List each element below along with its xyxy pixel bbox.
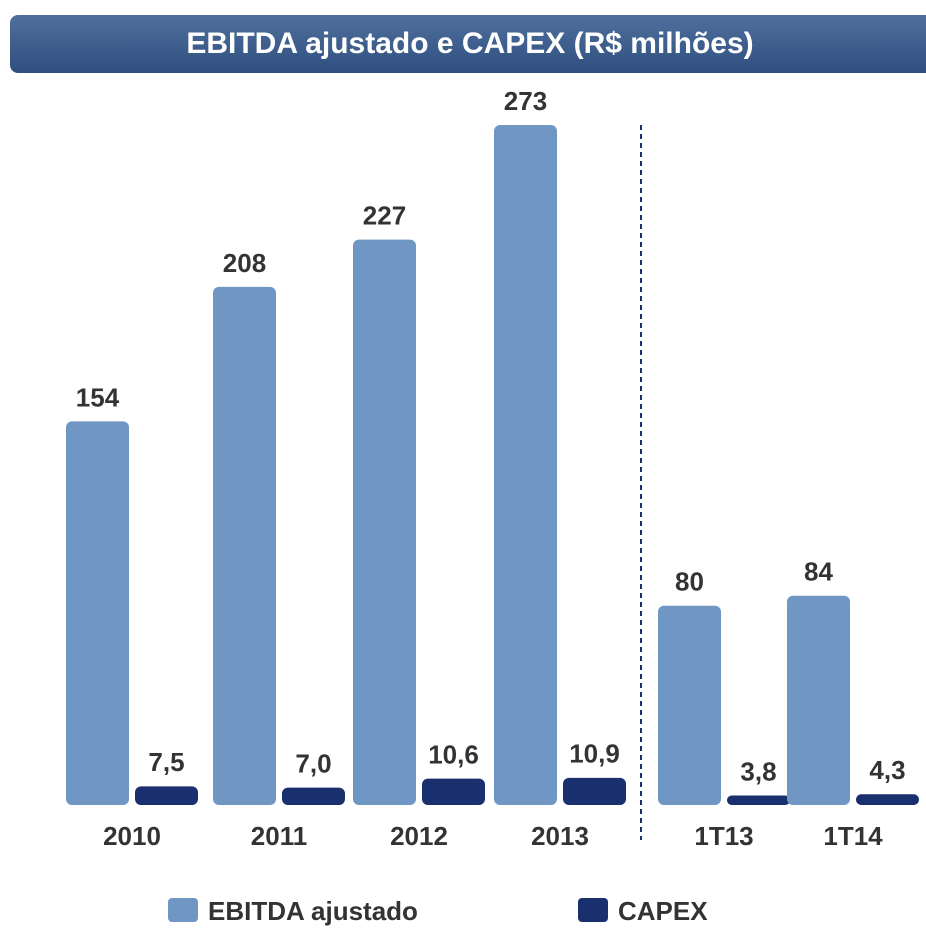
bar (658, 605, 721, 805)
x-tick-label: 1T13 (694, 821, 753, 851)
bar (213, 286, 276, 805)
bar (422, 778, 485, 805)
title-banner (10, 15, 926, 73)
value-label: 227 (363, 200, 406, 230)
legend-swatch (168, 898, 198, 922)
value-label: 273 (504, 86, 547, 116)
value-label: 3,8 (740, 756, 776, 786)
x-tick-label: 2013 (531, 821, 589, 851)
bar (353, 239, 416, 806)
legend-swatch (578, 898, 608, 922)
x-tick-label: 2011 (251, 821, 307, 851)
x-tick-label: 2010 (103, 821, 161, 851)
bar (787, 595, 850, 805)
value-label: 7,0 (295, 748, 331, 778)
chart-title: EBITDA ajustado e CAPEX (R$ milhões) (186, 27, 753, 60)
legend-label: CAPEX (618, 896, 708, 926)
x-tick-label: 2012 (390, 821, 448, 851)
value-label: 84 (804, 557, 833, 587)
value-label: 4,3 (869, 755, 905, 785)
value-label: 10,9 (569, 739, 620, 769)
bar (727, 795, 790, 805)
value-label: 7,5 (148, 747, 184, 777)
bar (135, 786, 198, 805)
value-label: 208 (223, 248, 266, 278)
legend-label: EBITDA ajustado (208, 896, 418, 926)
value-label: 80 (675, 567, 704, 597)
bar (856, 794, 919, 805)
bar (66, 421, 129, 805)
bar (494, 125, 557, 805)
bar (282, 787, 345, 805)
value-label: 154 (76, 382, 120, 412)
bar (563, 777, 626, 805)
x-tick-label: 1T14 (823, 821, 883, 851)
value-label: 10,6 (428, 739, 479, 769)
